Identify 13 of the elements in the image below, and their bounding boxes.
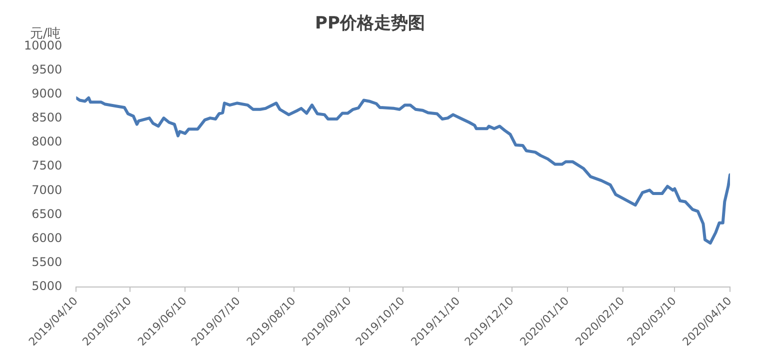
y-axis-title: 元/吨 (30, 26, 60, 42)
y-tick-label: 5500 (32, 254, 62, 269)
y-tick-label: 7000 (32, 182, 62, 197)
y-tick-label: 7500 (32, 158, 62, 173)
y-tick-label: 5000 (32, 278, 62, 293)
chart-title: PP价格走势图 (315, 14, 425, 34)
y-tick-label: 6000 (32, 230, 62, 245)
y-tick-label: 9000 (32, 86, 62, 101)
y-tick-label: 9500 (32, 62, 62, 77)
y-tick-label: 6500 (32, 206, 62, 221)
y-tick-label: 10000 (24, 38, 62, 53)
y-tick-label: 8000 (32, 134, 62, 149)
y-tick-label: 8500 (32, 110, 62, 125)
